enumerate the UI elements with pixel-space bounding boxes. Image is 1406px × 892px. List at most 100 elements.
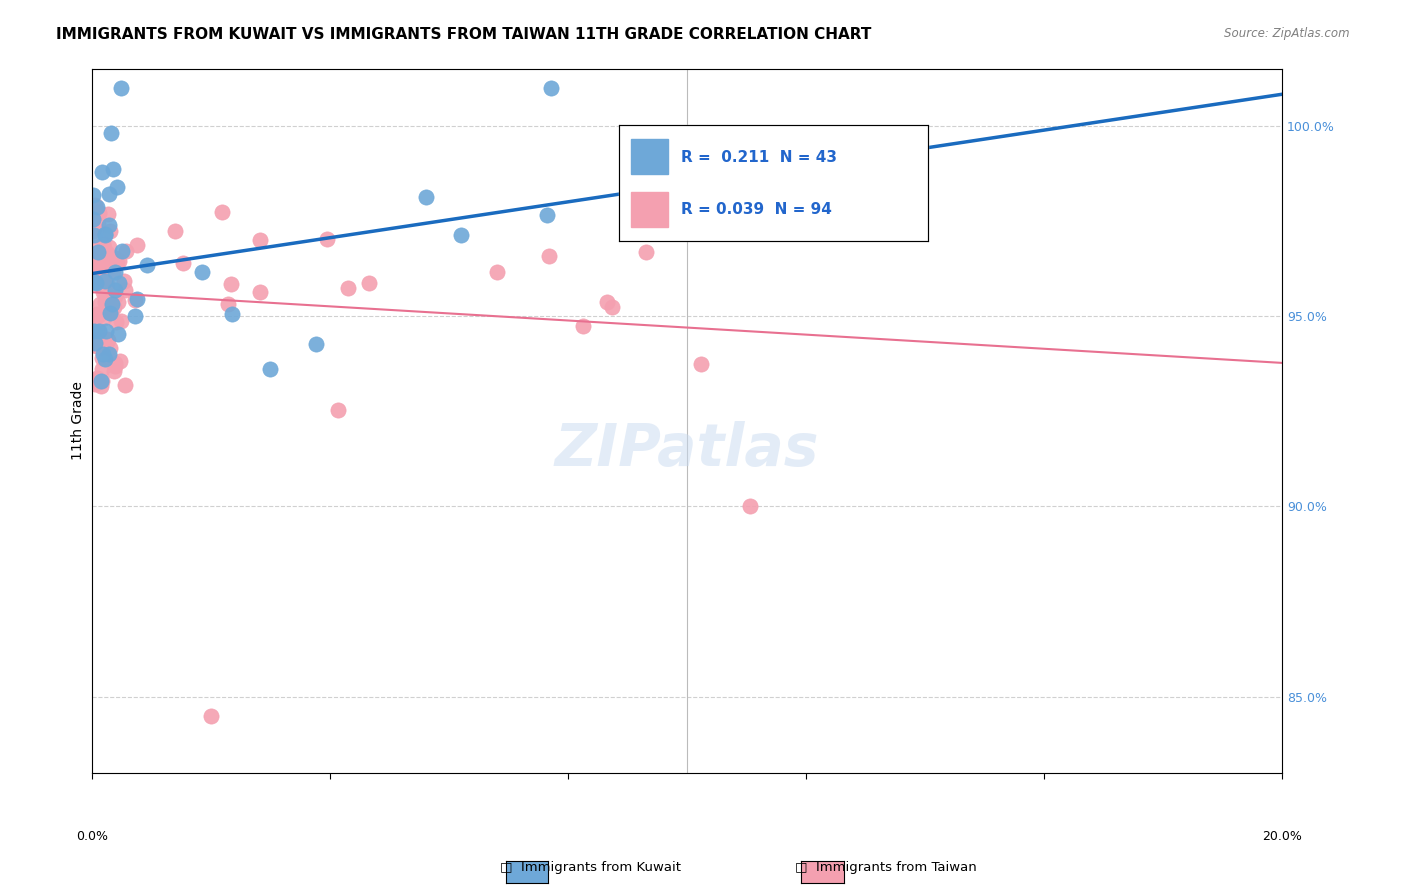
Point <box>211 204 233 219</box>
Point <box>191 264 214 278</box>
Point <box>249 233 271 247</box>
Point <box>105 179 128 194</box>
Point <box>96 277 118 291</box>
Point <box>326 403 349 417</box>
Point <box>415 190 437 204</box>
Point <box>104 284 127 298</box>
Point <box>91 361 114 376</box>
Point <box>87 204 110 219</box>
Point <box>86 251 108 265</box>
Point <box>636 245 658 260</box>
Point <box>84 276 107 290</box>
Point <box>82 256 104 270</box>
Point <box>110 354 132 368</box>
Point <box>107 294 129 309</box>
FancyBboxPatch shape <box>631 192 668 227</box>
Point <box>596 294 619 309</box>
Point <box>103 265 125 279</box>
Point <box>94 324 117 338</box>
Point <box>536 209 558 223</box>
Point <box>172 256 194 270</box>
Point <box>485 265 508 279</box>
Point <box>100 305 122 319</box>
Point <box>84 277 107 291</box>
Point <box>89 374 111 388</box>
Point <box>89 206 111 220</box>
Point <box>115 244 138 259</box>
Point <box>83 219 105 234</box>
Point <box>87 324 110 338</box>
Point <box>89 297 111 311</box>
Point <box>98 224 121 238</box>
Point <box>84 376 107 391</box>
Point <box>103 289 125 303</box>
Point <box>221 307 243 321</box>
Point <box>90 262 112 277</box>
Point <box>96 332 118 346</box>
Point <box>108 253 131 268</box>
Point <box>104 359 127 373</box>
Point <box>249 285 271 300</box>
Point <box>96 261 118 276</box>
Point <box>91 252 114 266</box>
Point <box>94 294 117 309</box>
Point <box>94 288 117 302</box>
Point <box>105 315 128 329</box>
Point <box>316 232 339 246</box>
Point <box>135 258 157 272</box>
Point <box>93 280 115 294</box>
Point <box>91 165 114 179</box>
Point <box>86 267 108 281</box>
Point <box>91 375 114 389</box>
Point <box>98 240 121 254</box>
Point <box>89 308 111 322</box>
Point <box>84 333 107 347</box>
Point <box>86 200 108 214</box>
Point <box>336 281 359 295</box>
Point <box>91 274 114 288</box>
Y-axis label: 11th Grade: 11th Grade <box>72 381 86 460</box>
Point <box>112 274 135 288</box>
Point <box>100 341 122 355</box>
Point <box>87 259 110 273</box>
Point <box>200 708 222 723</box>
Point <box>82 212 104 227</box>
Point <box>107 276 129 290</box>
Text: □  Immigrants from Taiwan: □ Immigrants from Taiwan <box>794 861 977 874</box>
Point <box>304 337 326 351</box>
Point <box>125 292 148 306</box>
Point <box>94 337 117 351</box>
Point <box>83 338 105 352</box>
Point <box>91 237 114 252</box>
Point <box>89 274 111 288</box>
Point <box>219 277 242 291</box>
Point <box>125 238 148 252</box>
Point <box>83 198 105 212</box>
Point <box>104 355 127 369</box>
Point <box>110 314 132 328</box>
Point <box>86 306 108 320</box>
Point <box>86 371 108 385</box>
Point <box>114 283 136 297</box>
Point <box>98 218 121 232</box>
Point <box>94 351 117 366</box>
Point <box>572 319 595 334</box>
Point <box>450 227 472 242</box>
Point <box>97 333 120 347</box>
Point <box>97 252 120 266</box>
Point <box>101 289 124 303</box>
Point <box>104 252 127 266</box>
Point <box>91 347 114 361</box>
Point <box>94 227 117 241</box>
Point <box>84 308 107 322</box>
Point <box>83 324 105 338</box>
Point <box>82 269 104 284</box>
Point <box>101 264 124 278</box>
Point <box>98 187 121 202</box>
Point <box>124 293 146 307</box>
Point <box>97 347 120 361</box>
Point <box>103 364 125 378</box>
Text: R = 0.039  N = 94: R = 0.039 N = 94 <box>681 202 831 217</box>
Point <box>91 285 114 299</box>
Point <box>103 300 125 314</box>
